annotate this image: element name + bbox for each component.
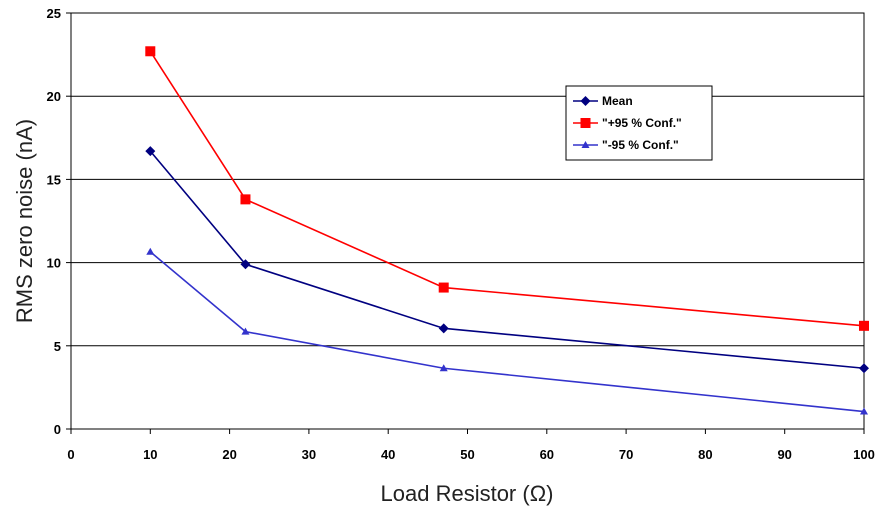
y-tick-label: 20 [47, 89, 61, 104]
y-tick-label: 15 [47, 172, 61, 187]
x-tick-label: 100 [853, 447, 875, 462]
x-tick-label: 40 [381, 447, 395, 462]
legend-entry: Mean [573, 94, 633, 108]
legend-marker [581, 141, 590, 148]
series-diamond [145, 146, 869, 374]
legend-entries: Mean "+95 % Conf." "-95 % Conf." [573, 94, 682, 152]
data-point [438, 282, 449, 293]
y-axis-title: RMS zero noise (nA) [12, 119, 37, 323]
legend-label: "-95 % Conf." [602, 138, 679, 152]
x-tick-label: 10 [143, 447, 157, 462]
legend-label: "+95 % Conf." [602, 116, 682, 130]
x-tick-label: 60 [540, 447, 554, 462]
legend-entry: "+95 % Conf." [573, 116, 682, 130]
series-square [145, 46, 869, 331]
series-line [149, 150, 865, 370]
y-tick-label: 25 [47, 6, 61, 21]
data-point [439, 364, 448, 372]
y-tick-label: 10 [47, 256, 61, 271]
gridlines [71, 95, 864, 347]
data-point [240, 194, 251, 205]
x-axis-title: Load Resistor (Ω) [381, 481, 554, 506]
series-triangle [146, 247, 868, 415]
series-line [149, 251, 865, 413]
legend-entry: "-95 % Conf." [573, 138, 679, 152]
data-point [859, 363, 869, 374]
x-tick-label: 20 [222, 447, 236, 462]
x-tick-label: 30 [302, 447, 316, 462]
series-line [149, 50, 865, 327]
data-point [145, 46, 156, 57]
data-point [145, 146, 156, 157]
legend-marker [580, 96, 591, 106]
y-tick-label: 5 [54, 339, 61, 354]
data-point [860, 407, 868, 415]
legend-label: Mean [602, 94, 633, 108]
series-group [145, 46, 869, 415]
x-axis-ticks: 0 10 20 30 40 50 60 70 80 90 100 [67, 429, 875, 462]
data-point [438, 323, 449, 334]
legend-marker [580, 118, 591, 128]
y-tick-label: 0 [54, 422, 61, 437]
data-point [859, 320, 869, 331]
plot-area [70, 12, 865, 430]
x-tick-label: 70 [619, 447, 633, 462]
legend: Mean "+95 % Conf." "-95 % Conf." [565, 85, 713, 161]
y-axis-ticks: 0 5 10 15 20 25 [47, 6, 71, 437]
data-point [241, 327, 250, 335]
x-tick-label: 80 [698, 447, 712, 462]
x-tick-label: 0 [67, 447, 74, 462]
data-point [146, 247, 155, 255]
data-point [240, 259, 251, 270]
legend-box [565, 85, 713, 161]
x-tick-label: 90 [777, 447, 791, 462]
x-tick-label: 50 [460, 447, 474, 462]
